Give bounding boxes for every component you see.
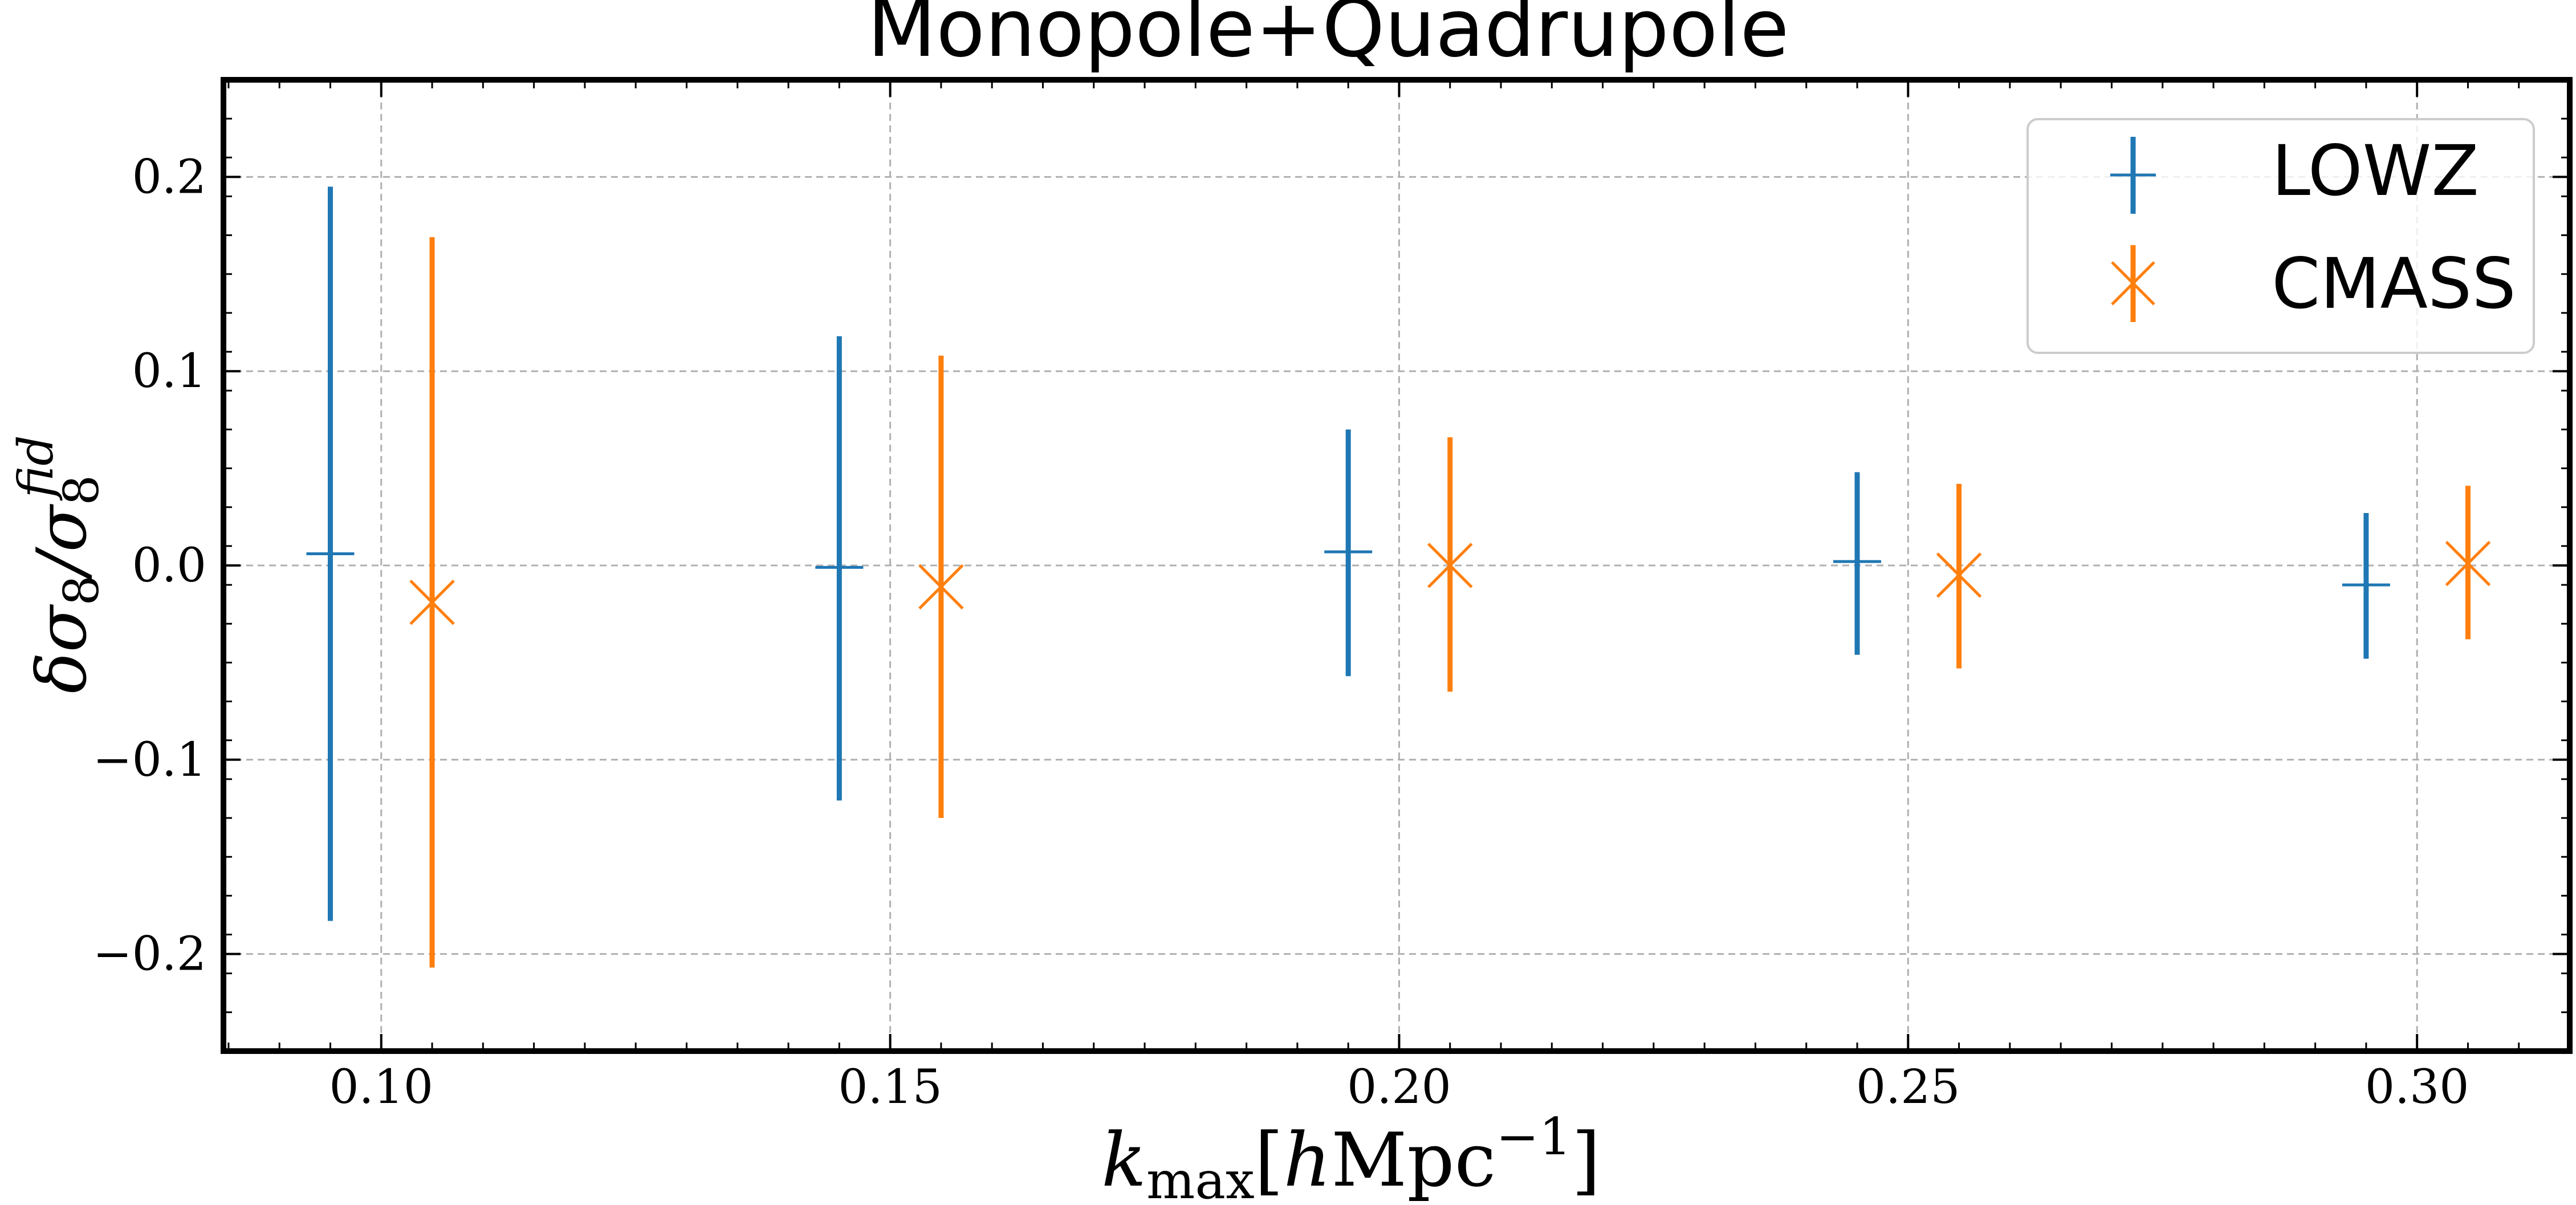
cmass-point-0 [409,579,455,625]
chart-title: Monopole+Quadrupole [867,0,1789,75]
y-tick-label-3: 0.1 [132,344,206,398]
cmass-point-1 [918,564,964,610]
legend-label-lowz: LOWZ [2272,131,2479,211]
legend: LOWZ CMASS [2026,118,2535,354]
x-axis-label: kmax[hMpc−1] [1101,1107,1601,1205]
y-tick-labels: −0.2 −0.1 0.0 0.1 0.2 [93,150,206,981]
x-tick-label-2: 0.20 [1347,1060,1451,1114]
x-tick-label-3: 0.25 [1856,1060,1960,1114]
x-tick-label-0: 0.10 [329,1060,433,1114]
series-cmass [409,237,2491,968]
x-marker-stroke [1936,552,1982,598]
x-tick-label-1: 0.15 [838,1060,942,1114]
cmass-point-4 [2445,540,2491,587]
cmass-point-2 [1427,543,1473,588]
y-axis-label: δσ8/σ8fid [8,435,109,693]
y-tick-label-1: −0.1 [93,733,206,787]
legend-marker-cmass [2111,245,2155,322]
series-lowz [306,186,2390,921]
x-marker-stroke [1427,543,1473,588]
x-tick-label-4: 0.30 [2365,1060,2469,1114]
x-tick-labels: 0.10 0.15 0.20 0.25 0.30 [329,1060,2469,1114]
axes-frame [221,77,2573,1054]
y-tick-label-2: 0.0 [132,539,206,593]
y-tick-label-4: 0.2 [132,150,206,204]
data-series [306,186,2491,968]
cmass-point-3 [1936,552,1982,598]
x-marker-stroke [918,564,964,610]
legend-box [2026,118,2535,354]
y-tick-label-0: −0.2 [93,927,206,982]
legend-label-cmass: CMASS [2272,243,2516,324]
x-marker-stroke [2445,540,2491,587]
legend-marker-lowz [2110,137,2156,214]
x-marker-stroke [409,579,455,625]
